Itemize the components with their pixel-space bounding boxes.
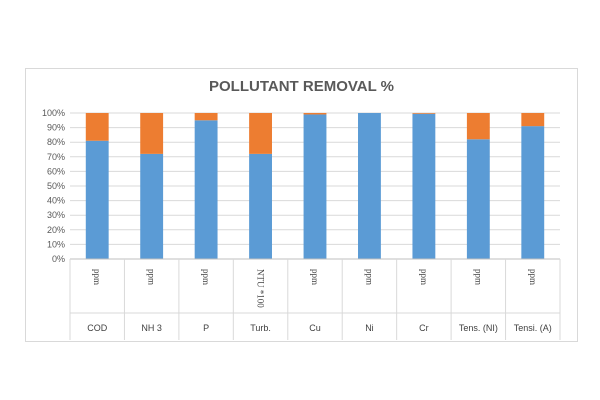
chart-title: POLLUTANT REMOVAL % [209, 78, 394, 95]
category-label: Tens. (NI) [459, 323, 498, 333]
bar-series-1 [358, 113, 381, 259]
y-tick-label: 50% [47, 181, 65, 191]
bar-series-2 [249, 113, 272, 154]
y-tick-label: 20% [47, 225, 65, 235]
bar-series-1 [303, 114, 327, 260]
unit-label: NTU *100 [256, 269, 266, 308]
unit-label: ppm [364, 269, 374, 285]
category-label: COD [87, 323, 108, 333]
y-tick-label: 10% [47, 239, 65, 249]
y-tick-label: 90% [47, 123, 65, 133]
y-tick-label: 100% [42, 108, 65, 118]
y-tick-label: 0% [52, 254, 65, 264]
axes [69, 258, 561, 340]
bars [85, 113, 545, 260]
y-tick-label: 70% [47, 152, 65, 162]
unit-label: ppm [147, 269, 157, 285]
bar-series-2 [521, 113, 545, 127]
bar-series-2 [85, 113, 109, 141]
y-tick-label: 60% [47, 166, 65, 176]
bar-series-2 [412, 113, 436, 114]
unit-label: ppm [92, 269, 102, 285]
bar-series-1 [249, 153, 272, 259]
bar-series-1 [412, 113, 436, 259]
unit-label: ppm [419, 269, 429, 285]
unit-label: ppm [473, 269, 483, 285]
category-label: Tensi. (A) [514, 323, 552, 333]
y-tick-label: 30% [47, 210, 65, 220]
bar-series-1 [85, 140, 109, 259]
bar-series-1 [194, 120, 218, 259]
bar-series-2 [303, 113, 327, 115]
bar-series-2 [466, 113, 490, 140]
category-label: Turb. [250, 323, 271, 333]
bar-series-1 [140, 153, 164, 259]
y-tick-label: 80% [47, 137, 65, 147]
bar-series-1 [521, 126, 545, 259]
bar-series-2 [140, 113, 164, 154]
category-label: P [203, 323, 209, 333]
category-label: Cr [419, 323, 429, 333]
category-label: NH 3 [141, 323, 162, 333]
y-tick-label: 40% [47, 196, 65, 206]
unit-label: ppm [310, 269, 320, 285]
unit-label: ppm [528, 269, 538, 285]
bar-series-1 [466, 139, 490, 259]
category-label: Cu [309, 323, 321, 333]
unit-label: ppm [201, 269, 211, 285]
category-label: Ni [365, 323, 374, 333]
bar-series-2 [194, 113, 218, 121]
labels: 0% 10% 20% 30% 40% 50% 60% 70% 80% 90% 100% ppm COD p… [42, 108, 552, 333]
